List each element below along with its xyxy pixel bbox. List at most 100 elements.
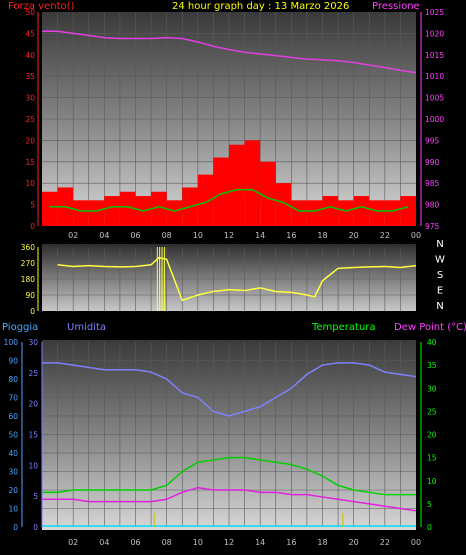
x-tick-label: 06 bbox=[130, 231, 140, 240]
x-tick-label: 02 bbox=[68, 538, 78, 547]
temperature-axis-tick: 0 bbox=[427, 523, 432, 532]
wind-axis-tick: 30 bbox=[25, 94, 35, 103]
wind-speed-bar bbox=[166, 200, 183, 226]
wind-speed-bar bbox=[213, 157, 229, 226]
wind-average-line bbox=[49, 188, 409, 212]
wind-axis-tick: 50 bbox=[25, 8, 35, 17]
x-tick-label: 12 bbox=[224, 231, 234, 240]
direction-axis-tick: 90 bbox=[25, 291, 35, 300]
rain-axis-tick: 10 bbox=[8, 505, 18, 514]
compass-label: E bbox=[437, 286, 443, 297]
x-tick-label: 02 bbox=[68, 231, 78, 240]
direction-axis-tick: 180 bbox=[21, 275, 36, 284]
x-tick-label: 20 bbox=[349, 231, 359, 240]
wind-axis-tick: 5 bbox=[30, 201, 35, 210]
x-tick-label: 14 bbox=[255, 231, 265, 240]
wind-axis-tick: 35 bbox=[25, 72, 35, 81]
pressure-axis-tick: 1005 bbox=[425, 94, 444, 103]
wind-speed-bar bbox=[400, 196, 416, 226]
wind-speed-bar bbox=[119, 191, 136, 226]
x-tick-label: 20 bbox=[349, 538, 359, 547]
temperature-axis-tick: 10 bbox=[427, 477, 437, 486]
temperature-line bbox=[42, 456, 416, 496]
wind-speed-bar bbox=[104, 196, 120, 226]
x-tick-label: 18 bbox=[317, 538, 327, 547]
x-tick-label: 10 bbox=[193, 231, 203, 240]
humidity-line bbox=[42, 362, 417, 417]
wind-speed-bar bbox=[291, 200, 307, 226]
temperature-axis-tick: 30 bbox=[427, 384, 437, 393]
wind-speed-bar bbox=[73, 200, 89, 226]
wind-speed-bar bbox=[384, 200, 401, 226]
x-tick-label: 16 bbox=[286, 231, 296, 240]
rain-axis-tick: 70 bbox=[8, 394, 18, 403]
x-tick-label: 04 bbox=[99, 538, 109, 547]
rain-axis-tick: 60 bbox=[8, 412, 18, 421]
rain-axis-tick: 50 bbox=[8, 431, 18, 440]
direction-axis-tick: 0 bbox=[30, 307, 35, 316]
rain-axis-tick: 30 bbox=[8, 468, 18, 477]
wind-axis-tick: 0 bbox=[30, 222, 35, 231]
wind-speed-bar bbox=[369, 200, 385, 226]
rain-axis-tick: 40 bbox=[8, 449, 18, 458]
pressure-line bbox=[42, 30, 417, 74]
x-tick-label: 12 bbox=[224, 538, 234, 547]
wind-speed-label: Forza vento() bbox=[8, 1, 75, 12]
wind-speed-bar bbox=[275, 183, 292, 226]
x-tick-label: 14 bbox=[255, 538, 265, 547]
wind-speed-bar bbox=[353, 196, 370, 226]
humidity-label: Umidita bbox=[67, 322, 106, 333]
x-tick-label: 08 bbox=[162, 231, 172, 240]
compass-label: W bbox=[435, 255, 445, 266]
wind-speed-bar bbox=[151, 191, 167, 226]
pressure-axis-tick: 975 bbox=[425, 222, 440, 231]
wind-speed-bar bbox=[306, 200, 323, 226]
temperature-axis-tick: 15 bbox=[427, 454, 437, 463]
pressure-axis-tick: 1015 bbox=[425, 51, 444, 60]
pressure-axis-tick: 1010 bbox=[425, 72, 444, 81]
humidity-axis-tick: 25 bbox=[28, 369, 38, 378]
pressure-axis-tick: 980 bbox=[425, 201, 440, 210]
pressure-axis-tick: 995 bbox=[425, 136, 440, 145]
rain-label: Pioggia bbox=[2, 322, 38, 333]
dewpoint-line bbox=[42, 486, 417, 512]
humidity-axis-tick: 10 bbox=[28, 461, 38, 470]
x-tick-label: 04 bbox=[99, 231, 109, 240]
compass-label: S bbox=[437, 270, 443, 281]
x-tick-label: 00 bbox=[411, 231, 421, 240]
wind-speed-bar bbox=[229, 144, 245, 226]
x-tick-label: 08 bbox=[162, 538, 172, 547]
temperature-axis-tick: 20 bbox=[427, 431, 437, 440]
humidity-axis-tick: 5 bbox=[33, 492, 38, 501]
x-tick-label: 00 bbox=[411, 538, 421, 547]
x-tick-label: 22 bbox=[380, 538, 390, 547]
climate-panel: 0 10 20 30 40 50 60 70 80 90 100 0 5 10 15 20 25 30 0 5 10… bbox=[4, 338, 437, 547]
humidity-axis-tick: 15 bbox=[28, 431, 38, 440]
x-tick-label: 18 bbox=[317, 231, 327, 240]
wind-axis-tick: 25 bbox=[25, 115, 35, 124]
wind-axis-tick: 15 bbox=[25, 158, 35, 167]
wind-axis-tick: 20 bbox=[25, 136, 35, 145]
wind-axis-tick: 40 bbox=[25, 51, 35, 60]
humidity-axis-tick: 0 bbox=[33, 523, 38, 532]
temperature-axis-tick: 35 bbox=[427, 361, 437, 370]
wind-direction-line bbox=[57, 256, 417, 302]
rain-axis-tick: 90 bbox=[8, 357, 18, 366]
pressure-axis-tick: 990 bbox=[425, 158, 440, 167]
wind-speed-bar bbox=[322, 196, 339, 226]
wind-speed-bar bbox=[260, 161, 276, 226]
compass-label: N bbox=[436, 301, 443, 312]
rain-axis-tick: 20 bbox=[8, 486, 18, 495]
temperature-axis-tick: 5 bbox=[427, 500, 432, 509]
temperature-label: Temperatura bbox=[311, 322, 376, 333]
humidity-axis-tick: 30 bbox=[28, 338, 38, 347]
pressure-axis-tick: 1020 bbox=[425, 29, 444, 38]
temperature-axis-tick: 25 bbox=[427, 407, 437, 416]
dewpoint-label: Dew Point (°C) bbox=[394, 322, 466, 333]
humidity-axis-tick: 20 bbox=[28, 400, 38, 409]
x-tick-label: 10 bbox=[193, 538, 203, 547]
rain-axis-tick: 100 bbox=[4, 338, 19, 347]
direction-axis-tick: 360 bbox=[21, 243, 36, 252]
